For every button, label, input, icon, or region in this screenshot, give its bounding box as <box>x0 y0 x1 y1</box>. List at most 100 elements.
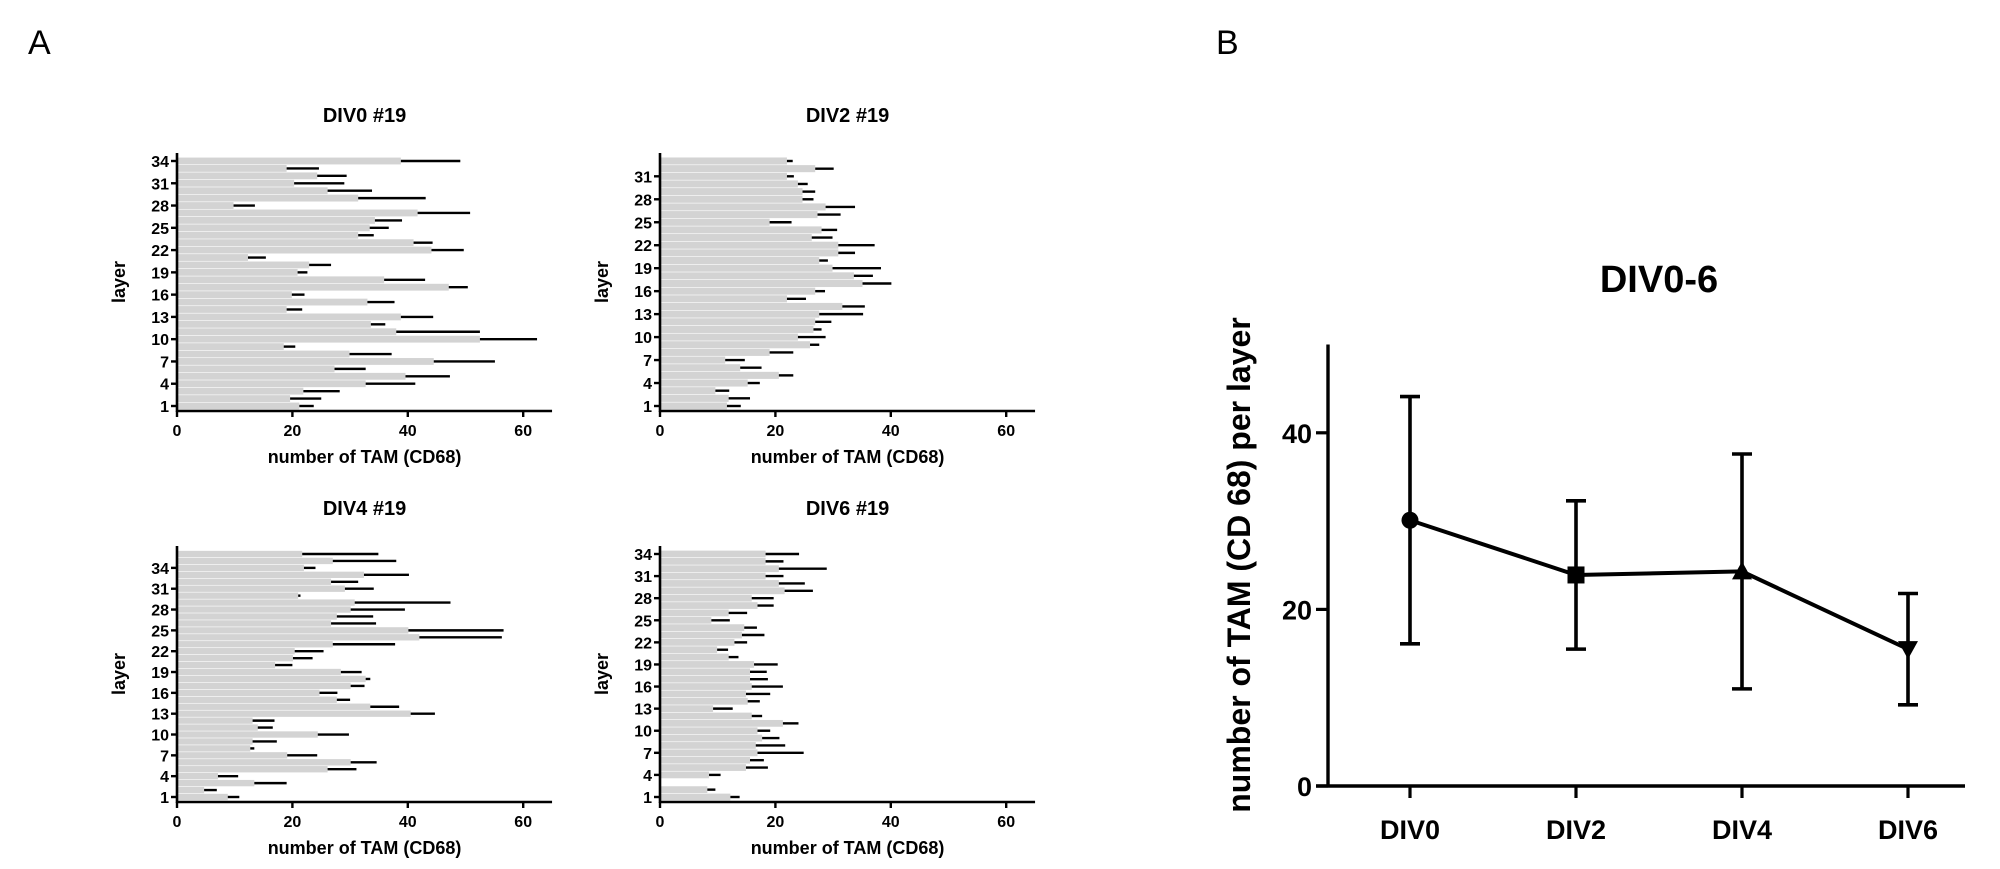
bar <box>660 646 718 654</box>
bar <box>660 734 763 742</box>
bar <box>660 594 752 602</box>
x-tick-label: 20 <box>767 814 785 831</box>
bar <box>660 264 833 272</box>
bar <box>660 793 731 801</box>
bar <box>660 279 863 288</box>
y-tick-label: 25 <box>151 221 169 238</box>
y-tick-label: 25 <box>151 623 169 640</box>
x-tick-label: 20 <box>284 814 302 831</box>
bar <box>177 759 351 766</box>
bar <box>660 742 756 749</box>
bar <box>660 668 751 676</box>
bar <box>660 705 714 713</box>
bar <box>177 766 328 773</box>
layer-bar-chart-div0: 0 20 40 60 1 4 7 10 13 16 19 22 25 28 31 34 DIV0 #19 numb… <box>109 105 553 467</box>
y-tick-label: 22 <box>151 644 169 661</box>
bar <box>660 310 820 318</box>
data-point <box>1401 511 1419 529</box>
bar <box>660 786 708 794</box>
bar <box>660 272 854 280</box>
y-tick-label: 10 <box>151 728 169 745</box>
bar <box>660 402 727 410</box>
bar <box>660 557 766 565</box>
bar <box>660 609 729 617</box>
bar <box>177 372 406 380</box>
bar <box>660 364 741 372</box>
bar <box>660 218 770 226</box>
bar <box>660 203 826 211</box>
bar <box>660 616 712 624</box>
y-tick-label: 16 <box>151 686 169 703</box>
y-tick-label: 22 <box>634 238 652 255</box>
bar <box>660 697 748 705</box>
bar <box>177 613 337 620</box>
y-tick-label: 13 <box>151 707 169 724</box>
y-tick-label: 10 <box>634 330 652 347</box>
x-tick-label: 20 <box>767 423 785 440</box>
y-tick-label: 4 <box>160 377 169 394</box>
bar <box>177 165 287 172</box>
bar <box>177 231 359 239</box>
bar <box>660 318 816 326</box>
layer-bar-chart-div6: 0 20 40 60 1 4 7 10 13 16 19 22 25 28 31 34 DIV6 #19 numb… <box>592 498 1036 858</box>
x-tick-label: 0 <box>656 814 665 831</box>
y-tick-label: 16 <box>151 288 169 305</box>
bar <box>177 682 351 690</box>
y-axis-label: number of TAM (CD 68) per layer <box>1221 317 1257 812</box>
bar <box>660 356 726 364</box>
bar <box>177 648 295 655</box>
y-tick-label: 7 <box>160 748 169 765</box>
bar <box>177 571 364 578</box>
bar <box>177 261 310 269</box>
bar <box>177 779 255 787</box>
bar <box>177 752 288 759</box>
y-axis-label: layer <box>109 653 129 695</box>
y-tick-label: 1 <box>643 399 652 416</box>
y-axis-label: layer <box>592 261 612 303</box>
bar <box>660 719 783 727</box>
y-tick-label: 7 <box>643 353 652 370</box>
bar <box>177 202 234 209</box>
bar <box>660 295 787 303</box>
y-tick-label: 19 <box>151 265 169 282</box>
y-tick-label: 19 <box>634 261 652 278</box>
bar <box>177 786 205 794</box>
x-tick-label: 60 <box>514 814 532 831</box>
bar <box>177 689 320 697</box>
y-tick-label: 28 <box>151 199 169 216</box>
y-tick-label: 34 <box>151 154 169 171</box>
bar <box>177 606 351 613</box>
bar <box>177 335 480 343</box>
bar <box>177 564 304 572</box>
y-tick-label: 0 <box>1297 772 1312 802</box>
bar <box>660 550 766 558</box>
bar <box>177 738 253 745</box>
bar <box>660 387 716 395</box>
layer-bar-chart-div4: 0 20 40 60 1 4 7 10 13 16 19 22 25 28 31 34 DIV4 #19 numb… <box>109 498 553 858</box>
bar <box>177 350 350 358</box>
y-tick-label: 25 <box>634 613 652 630</box>
chart-title: DIV0-6 <box>1600 259 1718 301</box>
y-tick-label: 25 <box>634 215 652 232</box>
bar <box>177 365 335 373</box>
y-tick-label: 4 <box>643 376 652 393</box>
bar <box>177 157 401 165</box>
bar <box>660 683 752 690</box>
y-tick-label: 31 <box>634 169 652 186</box>
x-tick-label: DIV4 <box>1712 815 1772 845</box>
bar <box>660 188 803 196</box>
bar <box>660 661 755 668</box>
bar <box>177 328 397 336</box>
x-tick-label: 40 <box>399 814 417 831</box>
bar <box>177 276 385 284</box>
bar <box>660 690 746 698</box>
bar <box>177 402 300 410</box>
chart-title: DIV2 #19 <box>806 105 889 127</box>
y-axis-label: layer <box>109 261 129 303</box>
bar <box>177 620 332 627</box>
x-tick-label: 0 <box>173 423 182 440</box>
bar <box>660 325 814 333</box>
bar <box>660 394 729 402</box>
bar <box>177 710 411 717</box>
